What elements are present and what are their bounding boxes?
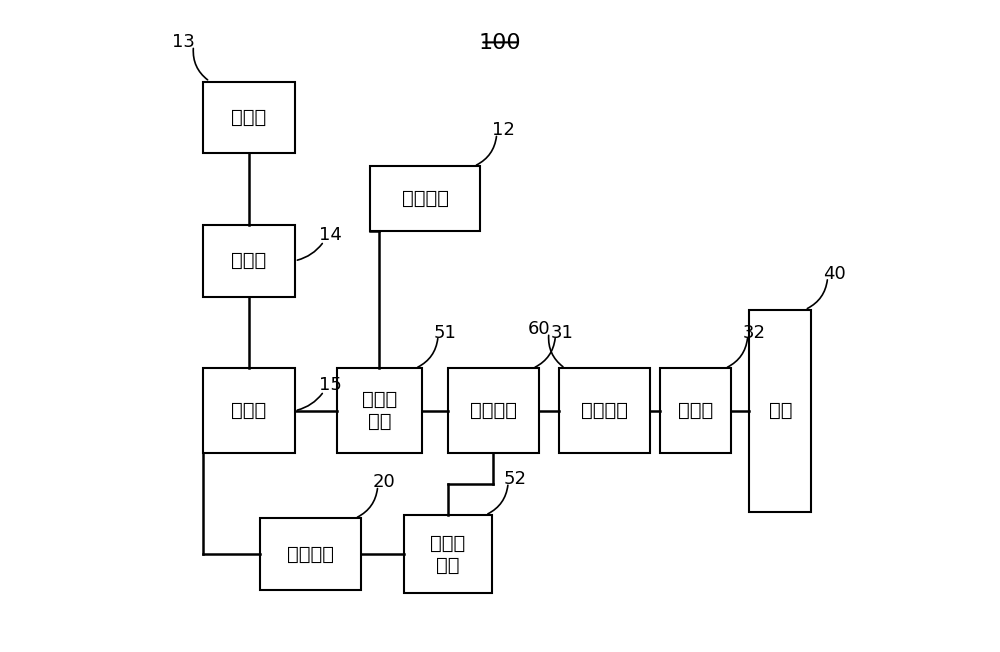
Text: 60: 60	[528, 320, 550, 338]
Text: 驱动轴: 驱动轴	[678, 401, 713, 421]
Text: 12: 12	[492, 121, 515, 140]
FancyBboxPatch shape	[203, 368, 295, 453]
Text: 快换电池: 快换电池	[287, 544, 334, 564]
Text: 发动机: 发动机	[231, 251, 267, 271]
Text: 13: 13	[172, 33, 195, 52]
Text: 基础电池: 基础电池	[402, 189, 449, 209]
Text: 发电机: 发电机	[231, 401, 267, 421]
FancyBboxPatch shape	[203, 225, 295, 297]
Text: 100: 100	[479, 33, 521, 53]
Text: 驱动电机: 驱动电机	[470, 401, 517, 421]
FancyBboxPatch shape	[404, 515, 492, 593]
FancyBboxPatch shape	[260, 518, 361, 590]
FancyBboxPatch shape	[370, 166, 480, 231]
Text: 变速机构: 变速机构	[581, 401, 628, 421]
Text: 31: 31	[551, 323, 573, 342]
Text: 51: 51	[433, 323, 456, 342]
FancyBboxPatch shape	[749, 310, 811, 512]
FancyBboxPatch shape	[559, 368, 650, 453]
Text: 第二逆
变器: 第二逆 变器	[430, 534, 465, 574]
Text: 32: 32	[743, 323, 766, 342]
Text: 52: 52	[503, 470, 526, 488]
Text: 15: 15	[319, 376, 342, 394]
Text: 20: 20	[373, 473, 396, 492]
FancyBboxPatch shape	[337, 368, 422, 453]
Text: 第一逆
变器: 第一逆 变器	[362, 391, 397, 431]
FancyBboxPatch shape	[660, 368, 731, 453]
Text: 燃料箱: 燃料箱	[231, 108, 267, 127]
Text: 40: 40	[823, 265, 846, 283]
FancyBboxPatch shape	[203, 82, 295, 153]
FancyBboxPatch shape	[448, 368, 539, 453]
Text: 14: 14	[319, 226, 342, 244]
Text: 车轮: 车轮	[769, 401, 792, 421]
